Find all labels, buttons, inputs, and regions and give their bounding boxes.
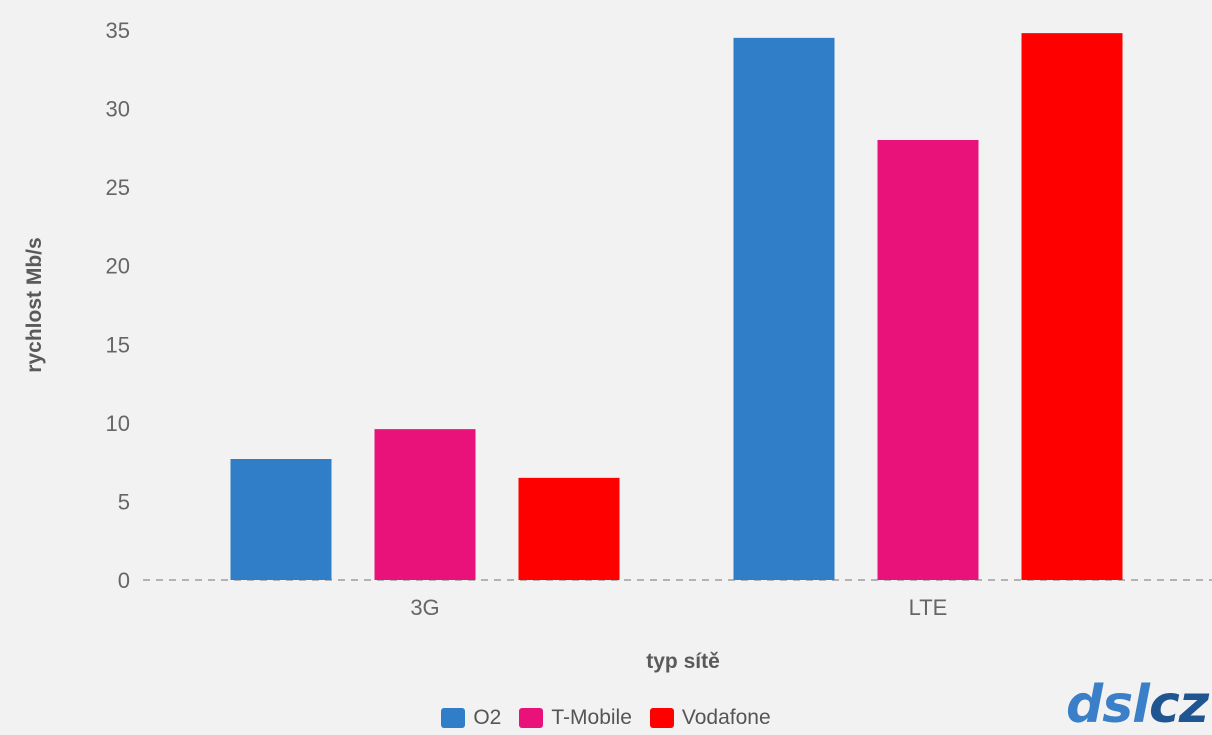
bars-group: [230, 33, 1123, 581]
y-tick-label: 20: [106, 254, 130, 279]
bar-o2-3g: [230, 459, 332, 580]
legend-item: T-Mobile: [519, 706, 632, 730]
bar-o2-lte: [733, 37, 835, 581]
site-logo: dslcz: [1066, 675, 1209, 735]
x-axis-title: typ sítě: [646, 650, 720, 673]
legend-item: O2: [441, 706, 501, 730]
y-axis-ticks: 0 5 10 15 20 25 30 35: [106, 18, 130, 593]
bar-t-mobile-3g: [374, 429, 476, 580]
legend-label: O2: [473, 706, 502, 729]
legend-swatch: [441, 708, 466, 728]
bar-t-mobile-lte: [877, 140, 979, 580]
legend: O2 T-Mobile Vodafone: [0, 706, 1212, 730]
x-axis-ticks: 3G LTE: [410, 595, 947, 620]
bar-vodafone-lte: [1021, 33, 1123, 580]
legend-swatch: [649, 708, 674, 728]
x-tick-label: LTE: [909, 595, 948, 620]
y-tick-label: 35: [106, 18, 130, 43]
y-axis-title: rychlost Mb/s: [23, 237, 46, 372]
y-tick-label: 30: [106, 97, 130, 122]
y-tick-label: 25: [106, 175, 130, 200]
y-tick-label: 15: [106, 332, 130, 357]
y-tick-label: 10: [106, 411, 130, 436]
y-tick-label: 5: [118, 489, 130, 514]
x-tick-label: 3G: [410, 595, 439, 620]
legend-label: T-Mobile: [551, 706, 632, 729]
legend-label: Vodafone: [681, 706, 771, 729]
y-tick-label: 0: [118, 568, 130, 593]
legend-swatch: [519, 708, 544, 728]
bar-vodafone-3g: [518, 477, 620, 580]
legend-item: Vodafone: [649, 706, 771, 730]
